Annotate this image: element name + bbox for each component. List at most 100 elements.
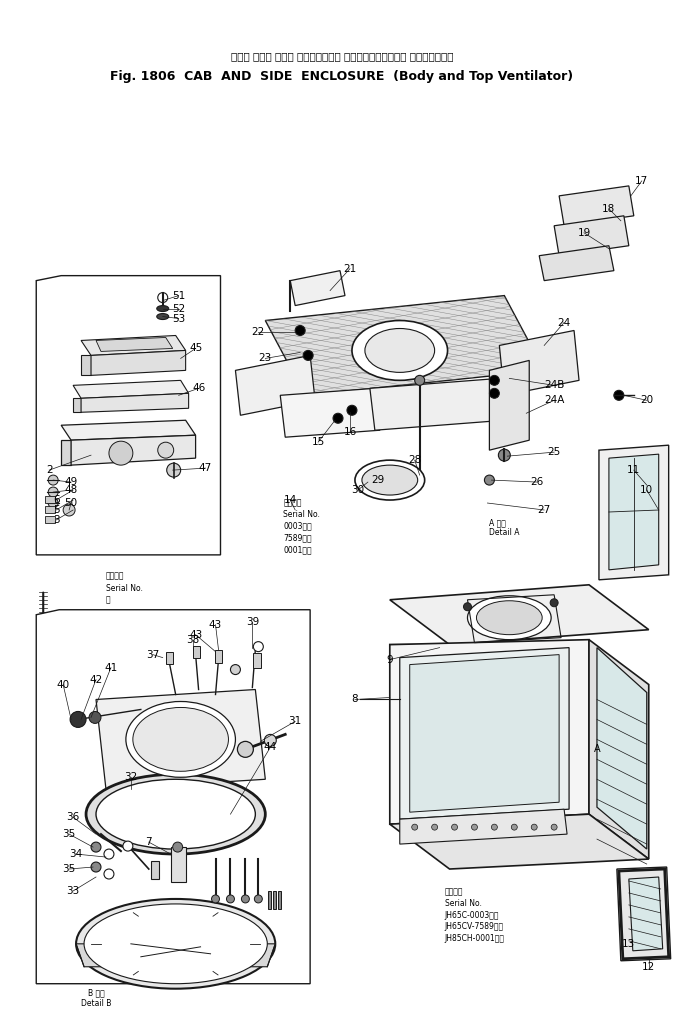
Text: 33: 33 (66, 886, 80, 896)
Circle shape (253, 641, 263, 652)
Circle shape (254, 895, 263, 903)
Text: 29: 29 (371, 475, 384, 485)
Circle shape (167, 463, 181, 477)
Text: 18: 18 (603, 204, 616, 214)
Polygon shape (629, 877, 663, 950)
Circle shape (464, 603, 471, 611)
Polygon shape (61, 420, 196, 440)
Circle shape (551, 825, 557, 830)
Circle shape (347, 405, 357, 415)
Polygon shape (617, 868, 670, 961)
Ellipse shape (467, 595, 551, 639)
Text: 適用番号
Serial No.
JH65C-0003～．
JH65CV-7589～．
JH85CH-0001～．: 適用番号 Serial No. JH65C-0003～． JH65CV-7589… (445, 887, 505, 943)
Text: 53: 53 (172, 313, 185, 323)
Text: 13: 13 (622, 939, 635, 948)
Text: 44: 44 (263, 743, 277, 752)
Polygon shape (539, 246, 614, 280)
Ellipse shape (365, 328, 434, 372)
Text: 43: 43 (189, 630, 202, 639)
Circle shape (303, 351, 313, 360)
Text: 28: 28 (408, 455, 421, 465)
Polygon shape (399, 648, 569, 819)
Circle shape (412, 825, 418, 830)
Ellipse shape (157, 313, 169, 319)
Polygon shape (609, 454, 659, 570)
Text: 52: 52 (172, 304, 185, 314)
Bar (45, 496, 55, 503)
Text: 9: 9 (386, 655, 393, 665)
Polygon shape (61, 440, 71, 465)
Polygon shape (235, 355, 315, 415)
Circle shape (415, 375, 425, 386)
Circle shape (499, 449, 510, 461)
Text: 10: 10 (640, 485, 653, 495)
Ellipse shape (477, 601, 542, 634)
Text: 24A: 24A (544, 395, 564, 405)
Bar (274, 891, 276, 908)
Bar (253, 653, 261, 668)
Circle shape (123, 841, 133, 851)
Circle shape (211, 895, 220, 903)
Text: 45: 45 (189, 344, 202, 353)
Polygon shape (410, 655, 559, 812)
Polygon shape (81, 336, 185, 355)
Circle shape (91, 862, 101, 872)
Ellipse shape (352, 320, 447, 381)
Text: 20: 20 (640, 395, 653, 405)
Circle shape (109, 441, 133, 465)
Polygon shape (81, 355, 91, 375)
Text: 15: 15 (311, 437, 325, 447)
Polygon shape (71, 435, 196, 465)
Circle shape (89, 711, 101, 723)
Text: 47: 47 (199, 463, 212, 473)
Text: 5: 5 (53, 505, 60, 515)
Polygon shape (399, 658, 449, 819)
Text: 適用番号
Serial No.
0003～．
7589～．
0001～．: 適用番号 Serial No. 0003～． 7589～． 0001～． (283, 498, 320, 554)
Ellipse shape (133, 708, 228, 771)
Text: 22: 22 (252, 327, 265, 338)
Circle shape (237, 742, 253, 757)
Text: 49: 49 (64, 477, 78, 487)
Ellipse shape (76, 899, 275, 988)
Text: 2: 2 (46, 465, 53, 475)
Text: 17: 17 (635, 176, 648, 186)
Bar (171, 847, 185, 882)
Ellipse shape (84, 904, 267, 984)
Circle shape (70, 711, 86, 727)
Bar (278, 891, 281, 908)
Text: Fig. 1806  CAB  AND  SIDE  ENCLOSURE  (Body and Top Ventilator): Fig. 1806 CAB AND SIDE ENCLOSURE (Body a… (110, 70, 574, 83)
Circle shape (158, 293, 168, 303)
Text: 42: 42 (90, 674, 103, 684)
Circle shape (491, 825, 497, 830)
Text: 6: 6 (53, 495, 60, 505)
Circle shape (48, 498, 58, 508)
Circle shape (333, 413, 343, 424)
Text: 24B: 24B (544, 381, 564, 391)
Circle shape (512, 825, 517, 830)
Circle shape (231, 665, 240, 674)
Text: 25: 25 (547, 447, 561, 457)
Text: 12: 12 (642, 962, 655, 972)
Circle shape (91, 842, 101, 852)
Text: 43: 43 (209, 620, 222, 630)
Text: 適用番号
Serial No.
～: 適用番号 Serial No. ～ (106, 572, 143, 605)
Polygon shape (73, 398, 81, 412)
Circle shape (295, 325, 305, 336)
Circle shape (63, 504, 75, 516)
Circle shape (104, 849, 114, 859)
Text: 35: 35 (62, 864, 76, 874)
Ellipse shape (126, 702, 235, 777)
Text: 16: 16 (343, 428, 356, 437)
Text: B 詳細
Detail B: B 詳細 Detail B (81, 988, 111, 1008)
Text: 32: 32 (124, 772, 137, 783)
Polygon shape (96, 338, 172, 352)
Circle shape (158, 442, 174, 458)
Circle shape (484, 475, 495, 485)
Circle shape (241, 895, 250, 903)
Bar (193, 646, 200, 658)
Text: 3: 3 (53, 515, 60, 525)
Polygon shape (91, 351, 185, 375)
Circle shape (550, 598, 558, 607)
Text: 11: 11 (627, 465, 640, 475)
Polygon shape (265, 296, 544, 395)
